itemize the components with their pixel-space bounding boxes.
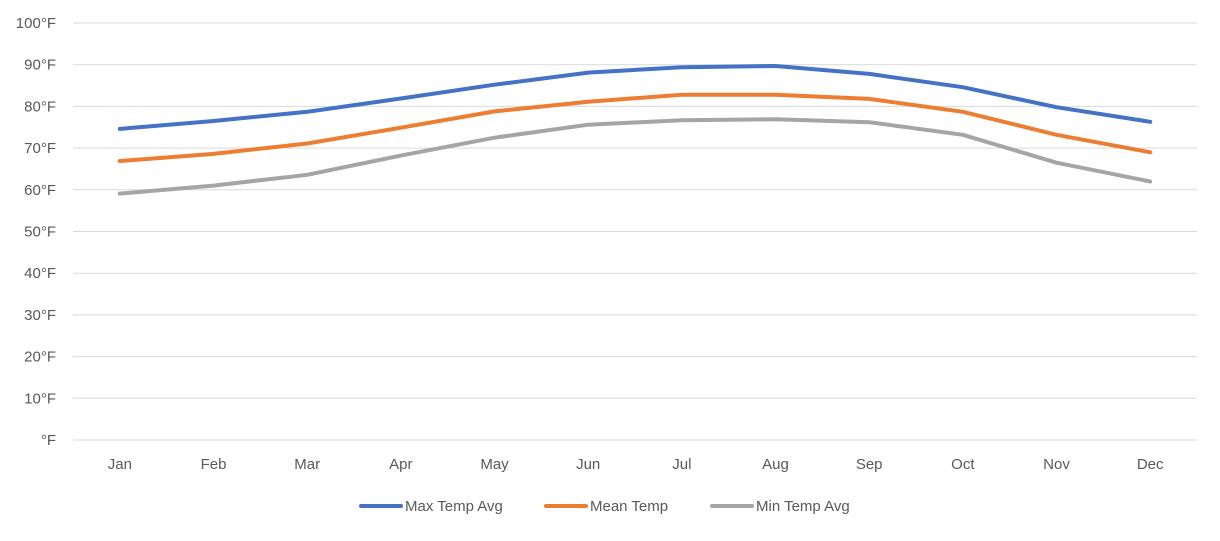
x-tick-label: Aug: [762, 456, 789, 473]
y-tick-label: 80°F: [24, 98, 56, 115]
series-line-mean-temp: [120, 95, 1150, 161]
legend-label: Mean Temp: [590, 498, 668, 515]
y-tick-label: 30°F: [24, 307, 56, 324]
x-tick-label: Mar: [294, 456, 320, 473]
x-tick-label: Nov: [1043, 456, 1070, 473]
x-axis-tick-labels: Jan Feb Mar Apr May Jun Jul Aug Sep Oct Nov Dec: [108, 456, 1164, 473]
y-tick-label: 60°F: [24, 182, 56, 199]
series-line-min-temp-avg: [120, 119, 1150, 193]
x-tick-label: Jan: [108, 456, 132, 473]
legend-item: Max Temp Avg: [361, 498, 503, 515]
y-tick-label: 40°F: [24, 265, 56, 282]
y-tick-label: °F: [41, 432, 56, 449]
x-tick-label: Sep: [856, 456, 883, 473]
y-axis-tick-labels: °F 10°F 20°F 30°F 40°F 50°F 60°F 70°F 80°F 90°F 10…: [16, 15, 56, 449]
legend-label: Min Temp Avg: [756, 498, 850, 515]
legend-label: Max Temp Avg: [405, 498, 503, 515]
x-tick-label: Feb: [201, 456, 227, 473]
x-tick-label: Apr: [389, 456, 412, 473]
x-tick-label: Dec: [1137, 456, 1164, 473]
y-tick-label: 100°F: [16, 15, 56, 32]
y-tick-label: 10°F: [24, 390, 56, 407]
legend-item: Min Temp Avg: [712, 498, 850, 515]
legend-item: Mean Temp: [546, 498, 668, 515]
y-tick-label: 50°F: [24, 224, 56, 241]
y-tick-label: 90°F: [24, 57, 56, 74]
series-lines: [120, 66, 1151, 194]
x-tick-label: Jun: [576, 456, 600, 473]
y-tick-label: 70°F: [24, 140, 56, 157]
x-tick-label: May: [480, 456, 509, 473]
gridlines: [73, 23, 1197, 440]
x-tick-label: Oct: [951, 456, 975, 473]
y-tick-label: 20°F: [24, 349, 56, 366]
x-tick-label: Jul: [672, 456, 691, 473]
legend: Max Temp Avg Mean Temp Min Temp Avg: [361, 498, 850, 515]
